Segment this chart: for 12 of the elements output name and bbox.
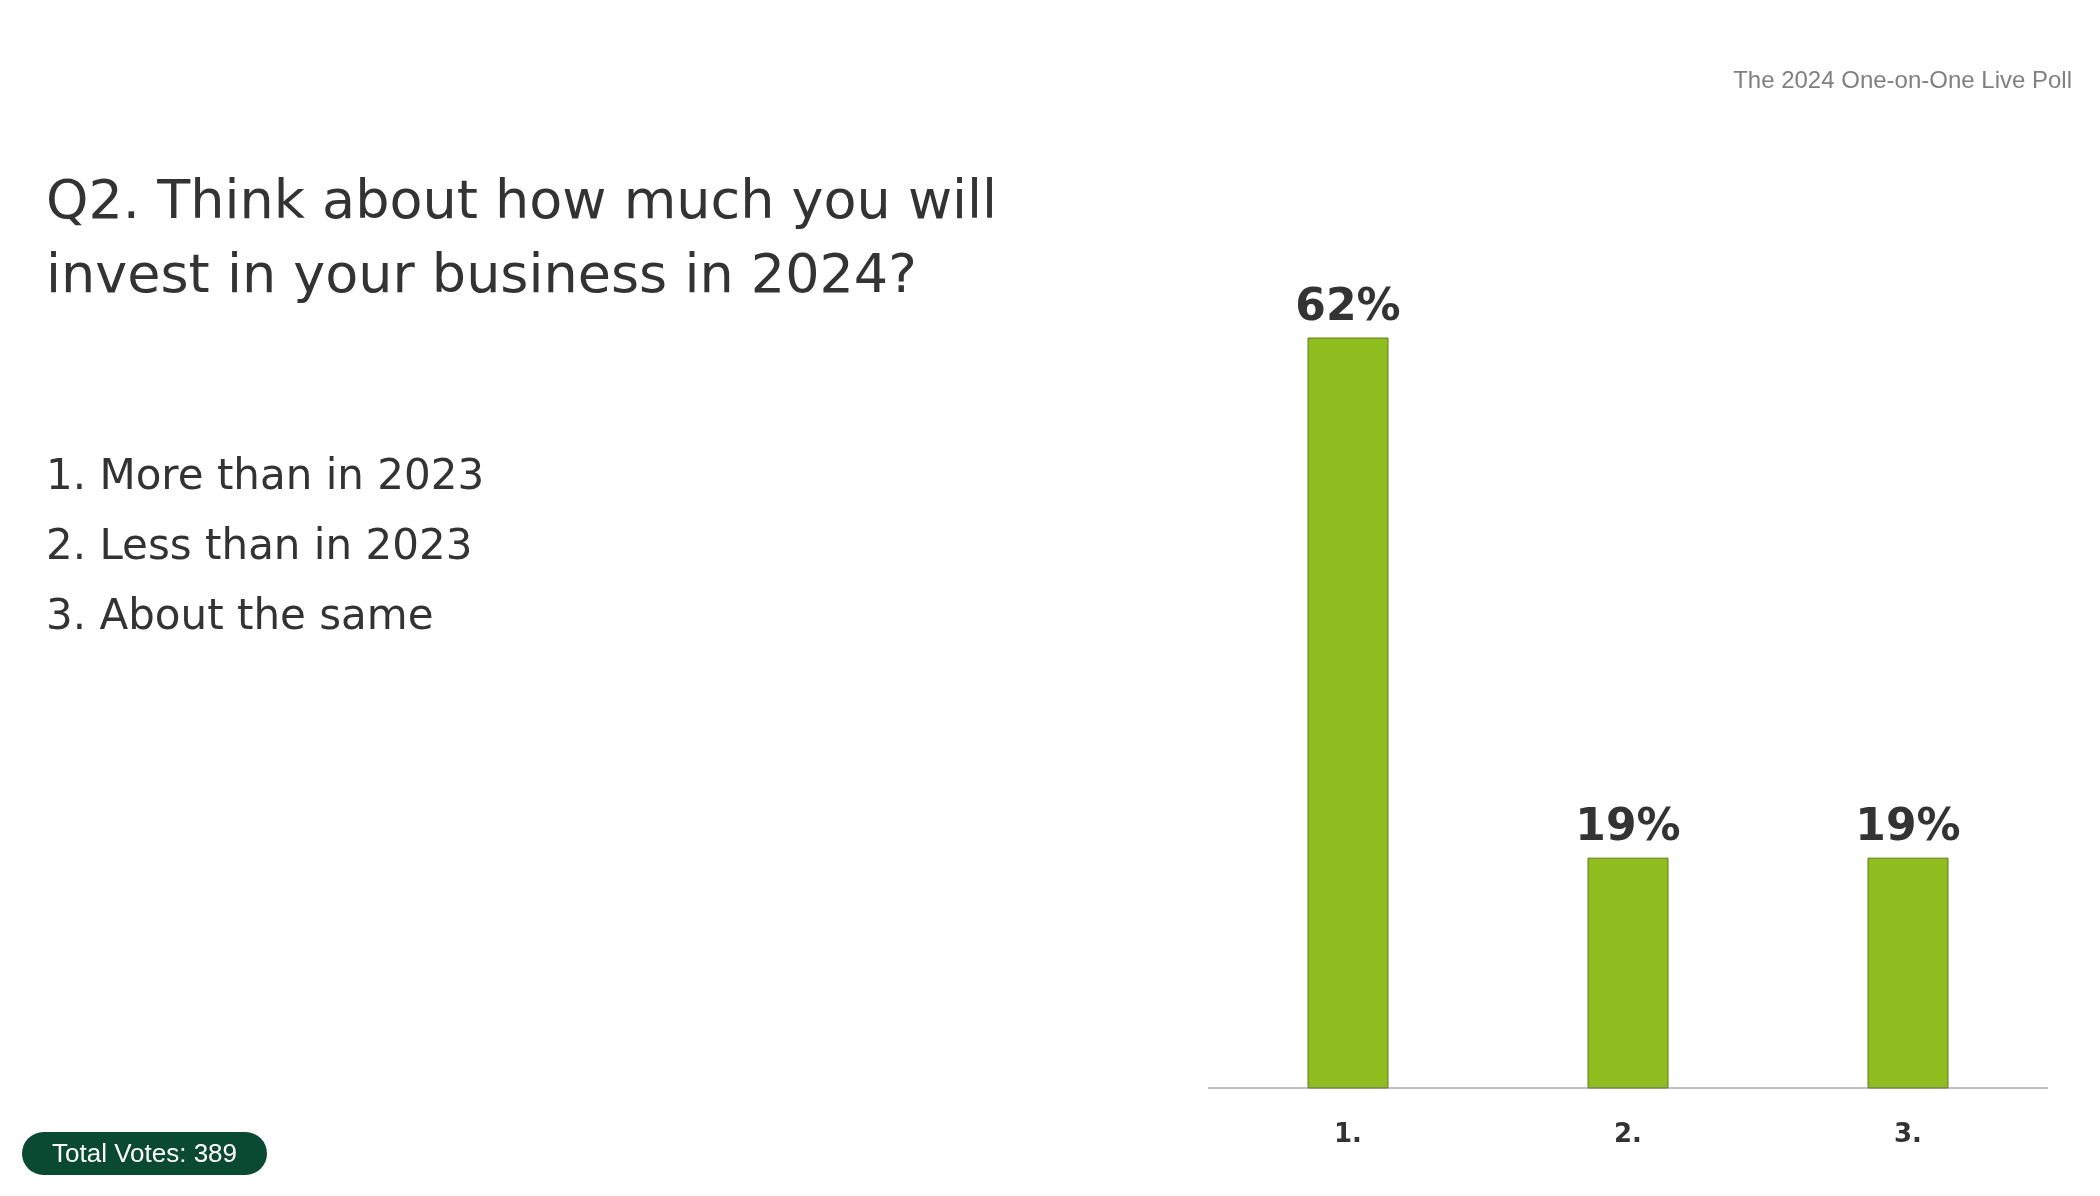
chart-subtitle: The 2024 One-on-One Live Poll — [1733, 66, 2072, 94]
x-tick-label: 2. — [1614, 1118, 1642, 1149]
text: 3. About the same — [46, 589, 435, 641]
data-label: 19% — [1855, 799, 1961, 851]
data-label: 62% — [1295, 279, 1401, 330]
data-label: 19% — [1575, 799, 1681, 851]
text: 1. More than in 2023 — [46, 449, 485, 501]
text: Total Votes: 389 — [22, 1132, 268, 1175]
x-tick-label: 1. — [1334, 1118, 1362, 1149]
x-tick-label: 3. — [1894, 1118, 1922, 1149]
text: Q2. Think about how much you will invest in your business in 2024? — [46, 167, 999, 307]
text: 2. Less than in 2023 — [46, 519, 474, 571]
